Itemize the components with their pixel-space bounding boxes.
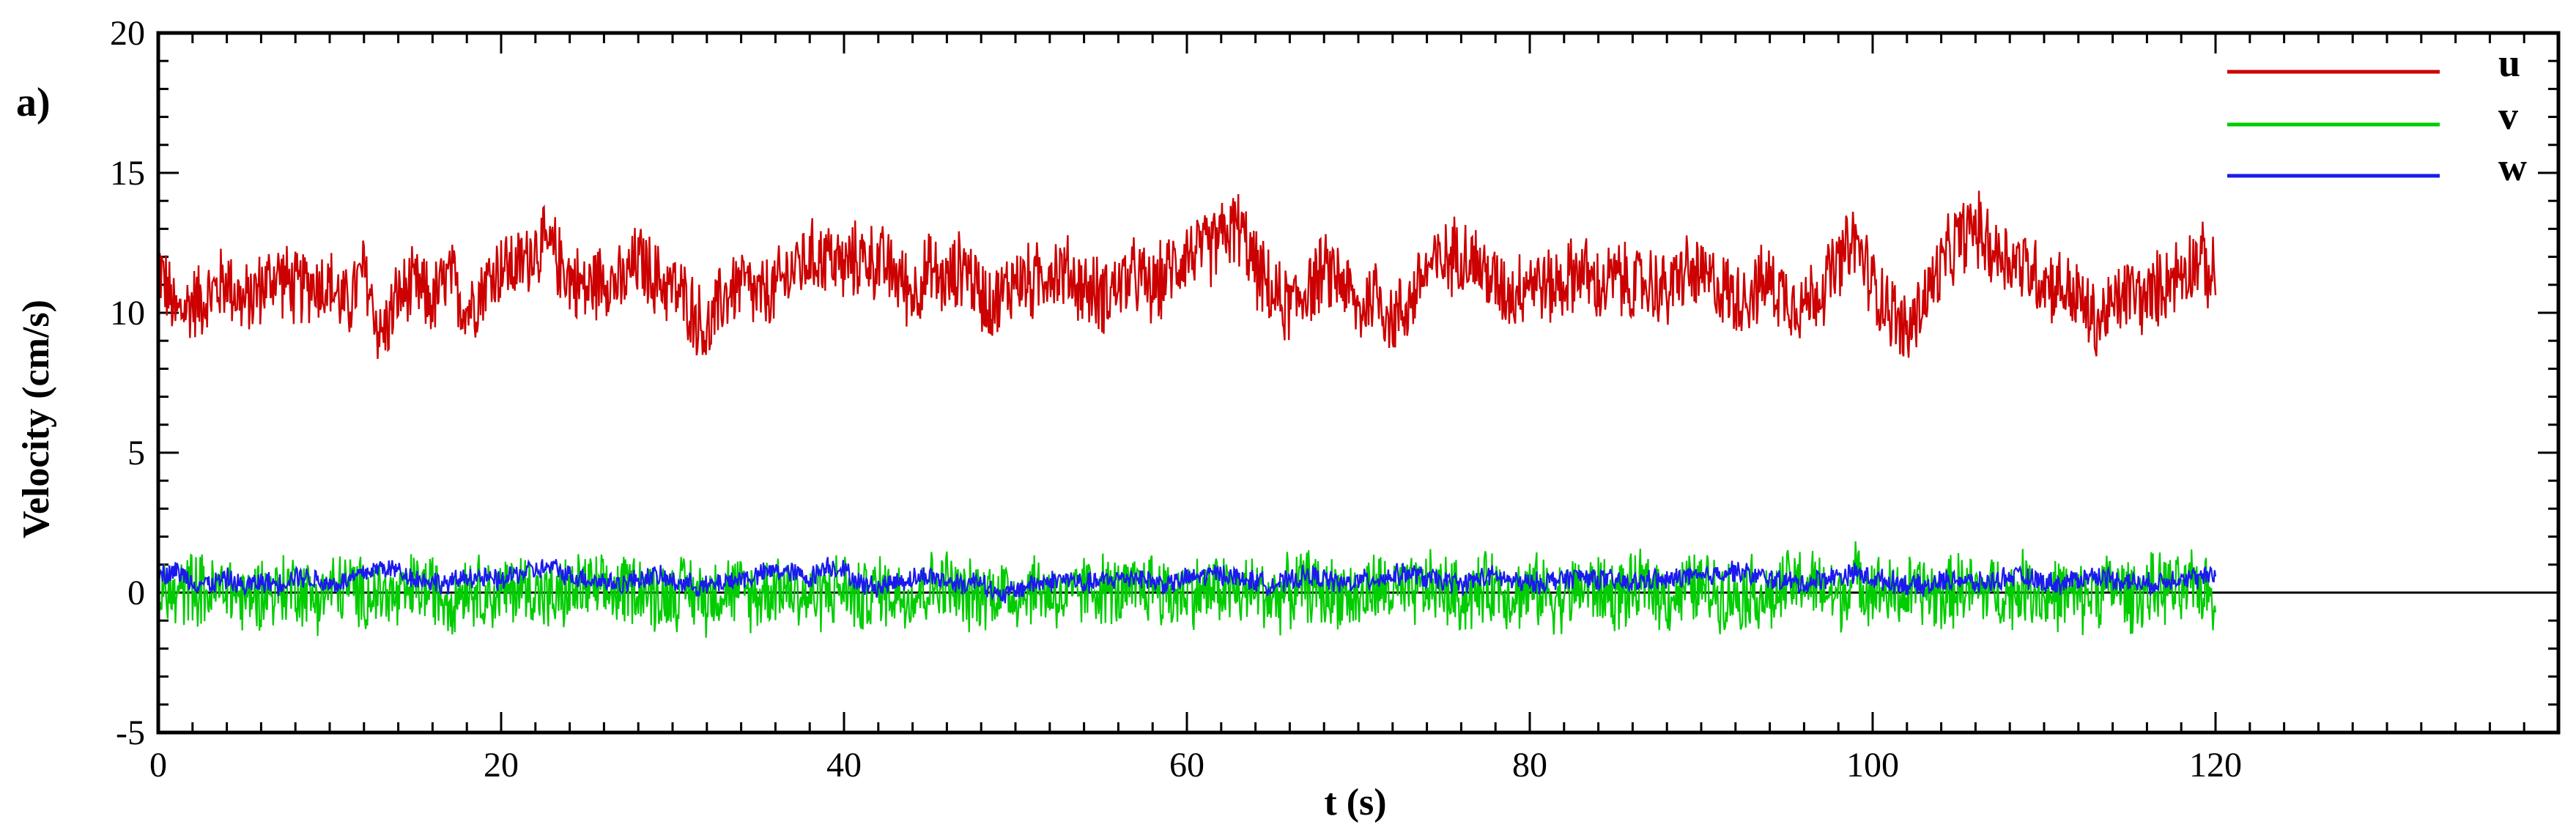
legend: uvw — [2227, 41, 2527, 189]
y-tick-label: 15 — [110, 154, 145, 193]
x-tick-label: 80 — [1512, 746, 1547, 785]
y-tick-label: 0 — [127, 574, 145, 612]
series-layer — [157, 190, 2217, 638]
x-axis-title: t (s) — [1324, 782, 1386, 823]
x-tick-label: 40 — [826, 746, 862, 785]
x-tick-label: 120 — [2189, 746, 2242, 785]
y-tick-label: 5 — [127, 434, 145, 472]
panel-label: a) — [16, 80, 51, 125]
y-tick-label: 20 — [110, 14, 145, 53]
legend-label-u: u — [2498, 41, 2520, 85]
series-line-v — [157, 541, 2217, 638]
y-tick-label: -5 — [116, 713, 145, 752]
y-tick-label: 10 — [110, 294, 145, 333]
x-tick-label: 20 — [484, 746, 519, 785]
x-tick-label: 0 — [149, 746, 167, 785]
x-tick-label: 60 — [1169, 746, 1204, 785]
series-line-u — [158, 190, 2217, 360]
x-tick-label: 100 — [1846, 746, 1899, 785]
series-line-w — [157, 557, 2217, 604]
plot-frame — [156, 31, 2561, 735]
y-axis-title: Velocity (cm/s) — [15, 300, 57, 538]
legend-label-w: w — [2498, 145, 2527, 189]
legend-label-v: v — [2498, 94, 2518, 138]
